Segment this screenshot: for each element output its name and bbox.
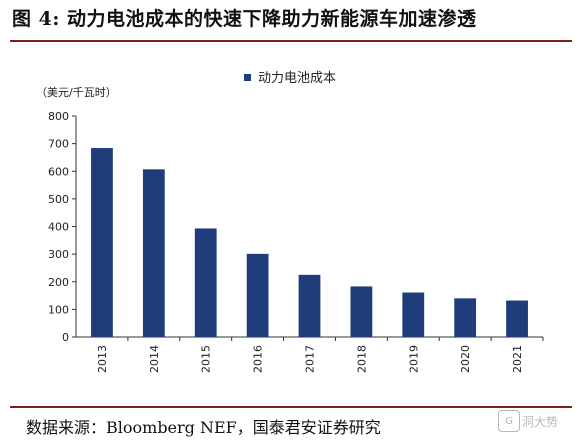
- bar: [298, 274, 321, 337]
- y-tick-label: 100: [48, 303, 69, 316]
- watermark-text: 洞大势: [522, 414, 559, 429]
- bar-chart: （美元/千瓦时） 动力电池成本 0 100 200 300 400 500 600 700 800 2…: [36, 71, 544, 373]
- bar: [246, 253, 269, 337]
- bar: [402, 292, 425, 337]
- y-axis-unit-label: （美元/千瓦时）: [36, 86, 117, 99]
- title-divider: [10, 40, 572, 42]
- x-tick-label: 2017: [304, 345, 317, 373]
- x-tick-label: 2018: [355, 345, 368, 373]
- legend-label: 动力电池成本: [258, 71, 336, 86]
- footer-divider: [10, 406, 572, 408]
- x-tick-label: 2013: [96, 345, 109, 373]
- y-tick-label: 400: [48, 221, 69, 234]
- x-tick-label: 2021: [511, 345, 524, 373]
- bar: [91, 148, 113, 337]
- x-tick-label: 2015: [200, 345, 213, 373]
- y-tick-label: 700: [48, 138, 69, 151]
- y-tick-label: 800: [48, 110, 69, 123]
- x-tick-label: 2020: [459, 345, 472, 373]
- y-tick-label: 600: [48, 165, 69, 178]
- y-tick-label: 300: [48, 248, 69, 261]
- data-source-note: 数据来源：Bloomberg NEF，国泰君安证券研究: [26, 418, 381, 437]
- x-tick-label: 2019: [407, 345, 420, 373]
- bar: [454, 298, 477, 337]
- y-tick-label: 0: [62, 331, 69, 344]
- x-tick-label: 2016: [252, 345, 265, 373]
- bar: [142, 169, 165, 337]
- bar: [350, 286, 373, 337]
- watermark-logo-icon: G: [498, 410, 520, 432]
- bar: [194, 228, 217, 337]
- x-tick-label: 2014: [148, 345, 161, 373]
- bar: [506, 300, 528, 337]
- watermark: G 洞大势: [498, 410, 558, 432]
- y-tick-label: 500: [48, 193, 69, 206]
- legend-swatch: [244, 74, 251, 81]
- figure-title: 图 4: 动力电池成本的快速下降助力新能源车加速渗透: [12, 8, 477, 30]
- y-tick-label: 200: [48, 276, 69, 289]
